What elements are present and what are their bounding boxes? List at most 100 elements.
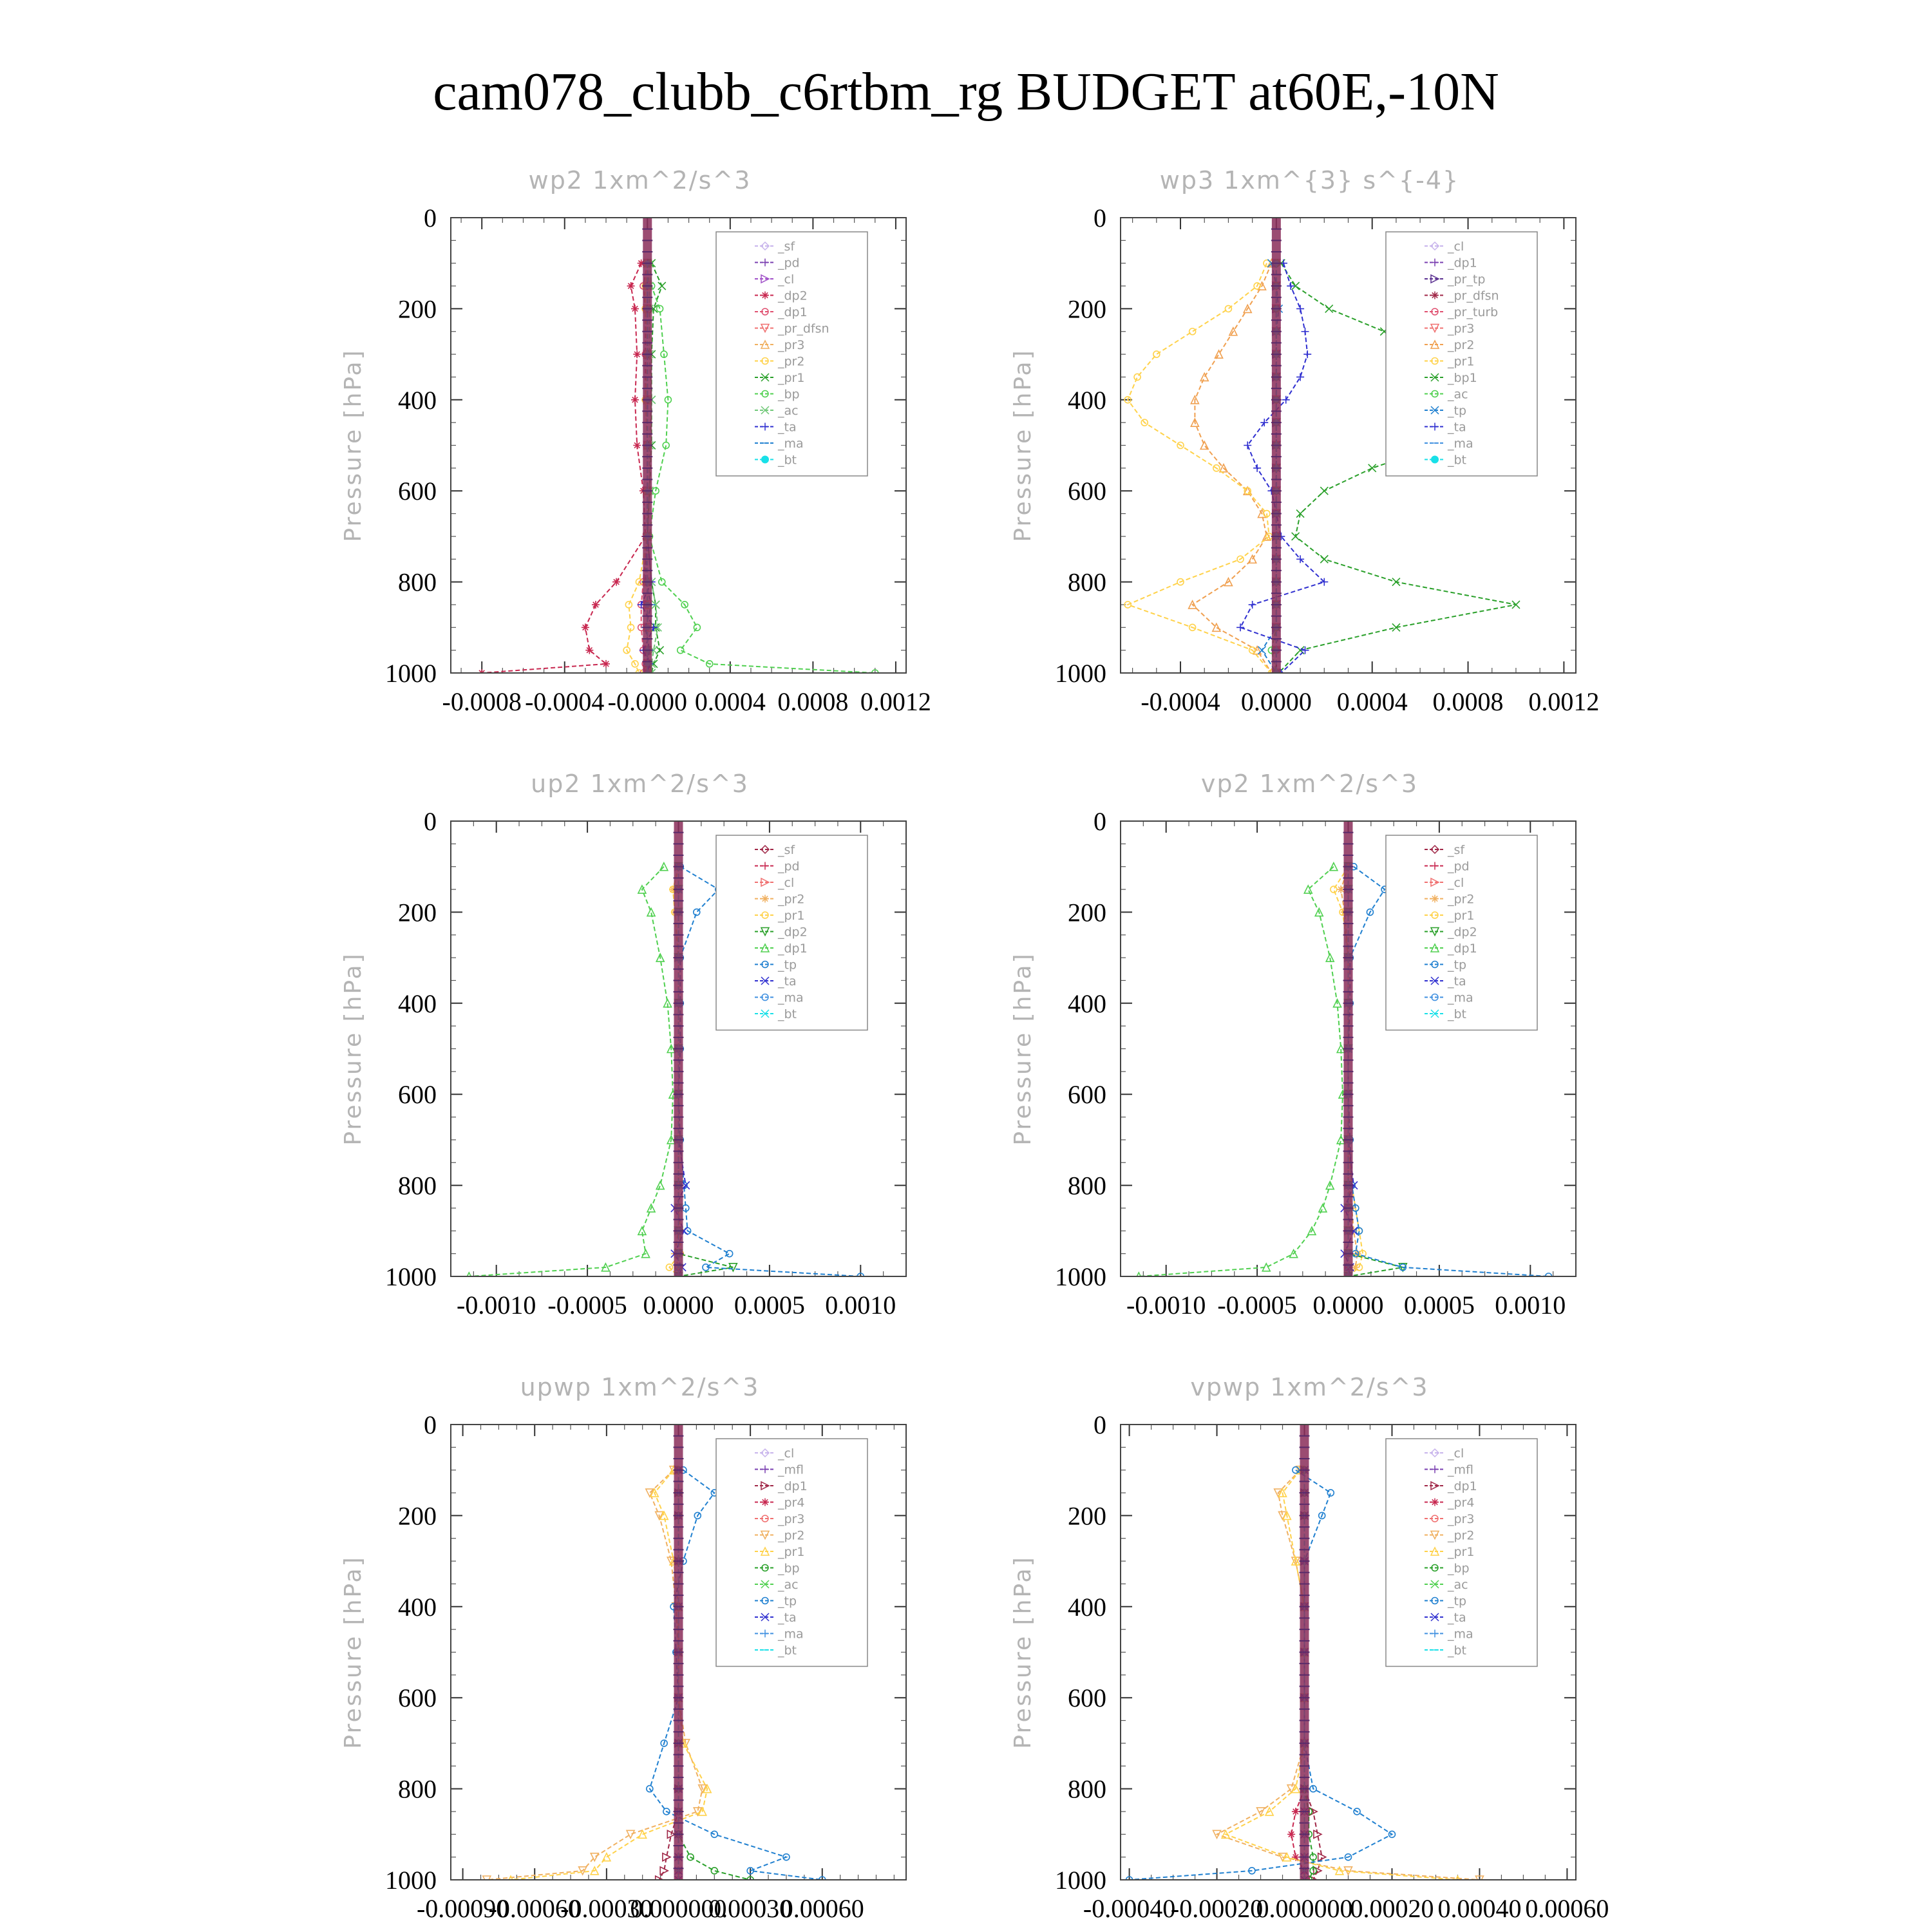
data-point xyxy=(710,1867,719,1875)
data-point xyxy=(871,669,879,673)
legend-marker xyxy=(761,1009,770,1018)
x-tick-label: -0.0010 xyxy=(1126,1291,1206,1320)
x-tick-label: 0.0010 xyxy=(825,1291,896,1320)
y-tick-label: 800 xyxy=(1068,568,1106,597)
data-point xyxy=(746,1867,754,1875)
plot-frame xyxy=(1120,217,1577,674)
data-point xyxy=(1303,884,1313,894)
legend-entry: _bt xyxy=(1447,1643,1466,1658)
plot-frame xyxy=(450,1424,907,1880)
y-axis-label: Pressure [hPa] xyxy=(340,348,366,542)
x-tick-label: 0.000000 xyxy=(1256,1894,1353,1923)
legend-marker xyxy=(761,390,769,398)
data-point xyxy=(1177,578,1184,586)
legend-marker xyxy=(760,1546,770,1556)
legend-box xyxy=(715,1438,868,1667)
data-point xyxy=(1242,303,1253,314)
y-tick-label: 1000 xyxy=(1055,1262,1106,1291)
data-point xyxy=(655,952,665,962)
legend-marker xyxy=(761,357,769,365)
y-tick-label: 400 xyxy=(1068,989,1106,1018)
legend-entry: _pr1 xyxy=(1447,355,1474,369)
data-point xyxy=(1224,576,1233,587)
legend-marker xyxy=(761,422,769,431)
data-point xyxy=(1177,441,1184,450)
legend-marker xyxy=(1430,976,1439,985)
legend-entry: _ta xyxy=(1447,974,1466,989)
data-point xyxy=(654,1511,665,1521)
data-point xyxy=(623,646,630,654)
y-tick-label: 400 xyxy=(398,1593,437,1622)
data-point xyxy=(666,1043,676,1054)
data-point xyxy=(1153,350,1160,358)
legend-marker xyxy=(1431,862,1439,870)
data-point xyxy=(1320,578,1329,586)
y-tick-label: 400 xyxy=(1068,386,1106,415)
data-point xyxy=(1247,554,1257,564)
legend-marker xyxy=(760,241,770,251)
legend-marker xyxy=(1431,258,1439,267)
legend-entry: _pr3 xyxy=(777,338,804,352)
data-point xyxy=(1366,908,1374,916)
legend-entry: _pr2 xyxy=(777,1529,804,1543)
legend-marker xyxy=(1430,323,1440,334)
data-point xyxy=(1124,601,1132,609)
data-point xyxy=(1282,395,1290,404)
y-axis-label: Pressure [hPa] xyxy=(1010,1555,1036,1748)
data-point xyxy=(1124,395,1132,404)
data-point xyxy=(663,1808,670,1815)
legend-entry: _dp2 xyxy=(777,289,808,303)
data-point xyxy=(1317,1852,1327,1862)
y-tick-label: 1000 xyxy=(1055,1866,1106,1895)
legend-marker xyxy=(1430,1481,1440,1491)
data-point xyxy=(1141,419,1149,426)
data-point xyxy=(1292,1466,1300,1474)
legend-marker xyxy=(1430,844,1440,855)
data-point xyxy=(1199,372,1209,382)
legend-marker xyxy=(1430,927,1440,937)
data-point xyxy=(631,660,639,668)
data-point xyxy=(692,908,701,916)
x-tick-label: -0.00040 xyxy=(1083,1894,1175,1923)
data-point xyxy=(1291,1807,1300,1815)
legend-entry: _pr_dfsn xyxy=(1447,289,1499,303)
y-tick-label: 0 xyxy=(1094,807,1106,836)
data-point xyxy=(1242,486,1253,495)
panel-title: up2 1xm^2/s^3 xyxy=(531,770,749,798)
y-tick-label: 200 xyxy=(1068,1501,1106,1530)
legend-entry: _bt xyxy=(1447,1007,1466,1021)
legend-marker xyxy=(1430,943,1440,952)
legend-marker xyxy=(761,993,769,1001)
data-point xyxy=(659,861,669,871)
legend-marker xyxy=(761,1629,769,1638)
legend-marker xyxy=(1431,993,1439,1001)
data-point xyxy=(585,646,594,654)
data-point xyxy=(633,441,641,450)
x-tick-label: -0.00020 xyxy=(1171,1894,1263,1923)
data-point xyxy=(1282,1510,1292,1520)
data-point xyxy=(589,1866,600,1875)
legend-marker xyxy=(1431,1564,1439,1572)
data-point xyxy=(1329,861,1339,871)
data-point xyxy=(1264,1806,1274,1816)
legend-entry: _ma xyxy=(1447,991,1473,1005)
data-point xyxy=(697,1784,708,1794)
legend-entry: _bp xyxy=(777,1562,800,1576)
data-point xyxy=(1355,1264,1363,1271)
legend-entry: _bt xyxy=(777,453,797,468)
data-point xyxy=(664,395,672,404)
data-point xyxy=(1475,1875,1484,1880)
series-line xyxy=(1139,866,1344,1276)
data-point xyxy=(1368,464,1377,473)
data-point xyxy=(1248,646,1256,654)
legend: _sf _pd _cl _dp2 _dp1 _pr_dfsn _pr3 _pr2 _pr1 _bp… xyxy=(715,231,868,477)
data-point xyxy=(1236,623,1245,632)
legend-marker xyxy=(761,1465,769,1473)
data-point xyxy=(1343,1866,1353,1876)
data-point xyxy=(638,1829,647,1839)
data-point xyxy=(645,1488,655,1498)
data-point xyxy=(660,1739,668,1747)
y-axis-label: Pressure [hPa] xyxy=(340,952,366,1145)
x-tick-label: 0.00030 xyxy=(708,1894,792,1923)
